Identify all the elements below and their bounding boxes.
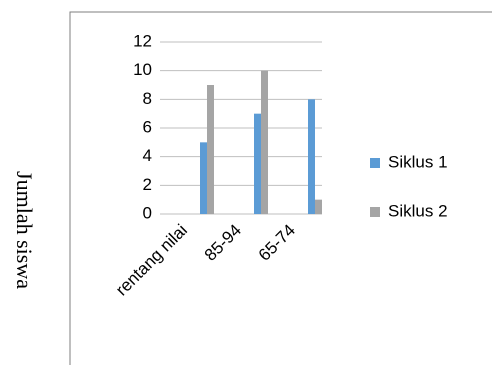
- legend-label: Siklus 1: [388, 152, 448, 171]
- y-axis-label: Jumlah siswa: [12, 171, 37, 289]
- bar: [315, 199, 322, 214]
- legend-swatch: [370, 207, 380, 217]
- y-tick-label: 6: [143, 117, 152, 136]
- y-tick-label: 2: [143, 175, 152, 194]
- bar: [207, 85, 214, 214]
- y-tick-label: 8: [143, 89, 152, 108]
- y-tick-label: 4: [143, 146, 152, 165]
- x-tick-label: 85-94: [201, 221, 245, 265]
- bar: [308, 99, 315, 214]
- bar: [254, 113, 261, 214]
- bar: [200, 142, 207, 214]
- y-tick-label: 0: [143, 203, 152, 222]
- chart-frame: [69, 11, 492, 365]
- legend-label: Siklus 2: [388, 201, 448, 220]
- x-tick-label: rentang nilai: [112, 221, 191, 300]
- legend-swatch: [370, 158, 380, 168]
- x-tick-label: 65-74: [255, 221, 299, 265]
- y-tick-label: 12: [133, 31, 152, 50]
- y-tick-label: 10: [133, 60, 152, 79]
- bar: [261, 70, 268, 215]
